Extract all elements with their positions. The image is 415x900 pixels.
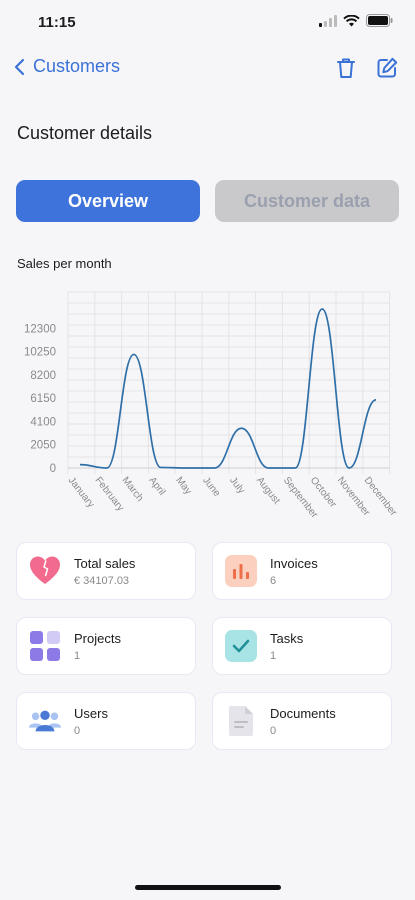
x-tick-label: July [227, 475, 247, 496]
y-tick-label: 10250 [24, 347, 56, 359]
signal-icon [319, 14, 337, 27]
tasks-card[interactable]: Tasks 1 [212, 617, 392, 675]
y-tick-label: 8200 [30, 370, 56, 382]
battery-icon [366, 14, 393, 27]
tab-overview[interactable]: Overview [16, 180, 200, 222]
x-tick-label: April [146, 475, 167, 498]
back-label: Customers [33, 56, 121, 76]
card-label: Projects [74, 631, 121, 646]
x-tick-label: May [173, 475, 193, 497]
card-label: Total sales [74, 556, 136, 571]
card-label: Documents [270, 706, 336, 721]
nav-actions [335, 56, 399, 80]
card-label: Invoices [270, 556, 318, 571]
document-icon [225, 705, 257, 737]
y-tick-label: 2050 [30, 440, 56, 452]
x-tick-label: January [66, 475, 97, 510]
y-tick-label: 0 [50, 463, 56, 475]
card-value: 6 [270, 575, 277, 587]
x-tick-label: June [200, 475, 222, 499]
x-tick-label: August [254, 475, 282, 506]
wifi-icon [343, 14, 360, 26]
chevron-left-icon [14, 58, 25, 75]
card-value: € 34107.03 [74, 575, 130, 587]
users-card[interactable]: Users 0 [16, 692, 196, 750]
grid-icon [29, 630, 61, 662]
status-bar: 11:15 [0, 0, 415, 44]
back-button[interactable]: Customers [14, 56, 120, 77]
projects-card[interactable]: Projects 1 [16, 617, 196, 675]
x-tick-label: March [119, 475, 145, 504]
edit-icon[interactable] [375, 56, 399, 80]
bar-chart-icon [225, 555, 257, 587]
page-title: Customer details [17, 123, 153, 143]
trash-icon[interactable] [335, 56, 357, 80]
card-label: Users [74, 706, 108, 721]
y-tick-label: 12300 [24, 323, 56, 335]
invoices-card[interactable]: Invoices 6 [212, 542, 392, 600]
status-icons [319, 14, 393, 27]
nav-bar: Customers [0, 50, 415, 86]
home-indicator [135, 885, 281, 890]
heart-icon [29, 555, 61, 587]
card-value: 1 [74, 650, 81, 662]
total-sales-card[interactable]: Total sales € 34107.03 [16, 542, 196, 600]
sales-chart: 123001025082006150410020500JanuaryFebrua… [24, 291, 399, 521]
card-label: Tasks [270, 631, 304, 646]
checkmark-icon [225, 630, 257, 662]
card-value: 1 [270, 650, 277, 662]
y-tick-label: 6150 [30, 393, 56, 405]
users-icon [29, 705, 61, 737]
card-value: 0 [74, 725, 81, 737]
y-tick-label: 4100 [30, 416, 56, 428]
sales-line [79, 308, 377, 469]
documents-card[interactable]: Documents 0 [212, 692, 392, 750]
status-time: 11:15 [38, 14, 76, 31]
chart-title: Sales per month [17, 256, 112, 271]
tab-customer-data[interactable]: Customer data [215, 180, 399, 222]
card-value: 0 [270, 725, 277, 737]
